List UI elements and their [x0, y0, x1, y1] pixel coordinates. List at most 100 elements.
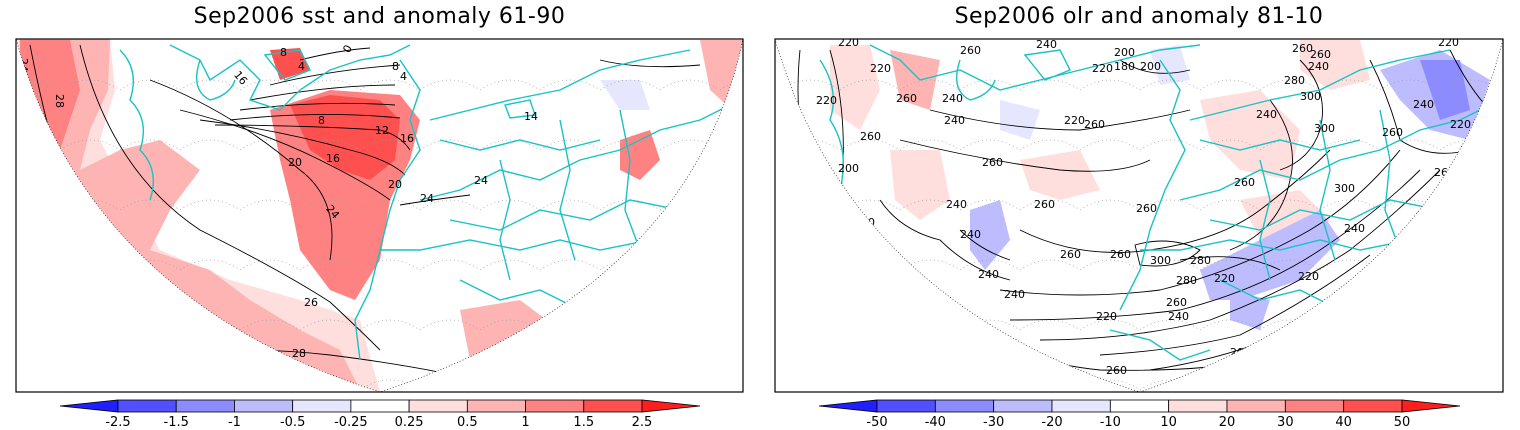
olr-colorbar-box	[993, 399, 1053, 413]
olr-contour-label: 220	[1096, 310, 1117, 323]
olr-contour-label: 240	[978, 268, 999, 281]
sst-coastlines	[119, 44, 741, 361]
olr-colorbar-tick-label: -50	[866, 415, 887, 430]
sst-colorbar-tick-label: 1.5	[573, 415, 594, 430]
sst-colorbar-tick-label: -1	[228, 415, 241, 430]
coastline	[504, 99, 536, 119]
olr-contour-line	[1179, 256, 1281, 271]
olr-contour-label: 220	[1092, 62, 1113, 75]
sst-contour-label: 16	[400, 132, 414, 145]
olr-contour-line	[1099, 254, 1371, 356]
olr-colorbar-lower-extend	[818, 399, 878, 413]
olr-colorbar-tick-label: -30	[983, 415, 1004, 430]
sst-colorbar-tick-label: 0.5	[457, 415, 478, 430]
coastline	[354, 59, 421, 361]
olr-colorbar-tick-label: 10	[1160, 415, 1177, 430]
olr-contour-label: 260	[1292, 42, 1313, 55]
olr-contour-label: 240	[1256, 108, 1277, 121]
sst-colorbar-tick-label: -1.5	[164, 415, 189, 430]
olr-contour-label: 240	[1004, 288, 1025, 301]
olr-colorbar-box	[934, 399, 995, 413]
sst-contour-line	[269, 64, 401, 86]
sst-contour-label: 28	[292, 347, 306, 360]
olr-colorbar-tick-label: 20	[1219, 415, 1236, 430]
olr-contour-label: 260	[960, 44, 981, 57]
olr-contour-label: 220	[1450, 118, 1471, 131]
coastline	[119, 49, 154, 201]
olr-contour-label: 180	[1114, 60, 1135, 73]
sst-contour-line	[149, 79, 333, 261]
coastline	[1109, 329, 1211, 361]
sst-colorbar-tick-label: -0.5	[280, 415, 305, 430]
sst-contour-line	[179, 109, 391, 201]
sst-contour-line	[399, 194, 471, 206]
olr-contour-line	[1119, 59, 1191, 74]
olr-colorbar-box	[1284, 399, 1345, 413]
sst-contour-label: 28	[53, 94, 66, 108]
olr-colorbar-box	[1226, 399, 1286, 413]
sst-contour-label: 20	[288, 156, 302, 169]
coastline	[196, 59, 236, 101]
coastline	[1179, 99, 1501, 201]
coastline	[419, 99, 741, 201]
olr-colorbar-box	[1168, 399, 1228, 413]
olr-colorbar-tick-label: -40	[925, 415, 946, 430]
olr-contour-label: 260	[1060, 248, 1081, 261]
sst-contour-label: 24	[474, 174, 488, 187]
olr-contour-label: 280	[1284, 74, 1305, 87]
olr-contour-line	[879, 199, 1011, 281]
olr-contour-label: 240	[1344, 222, 1365, 235]
coastline	[559, 119, 576, 261]
olr-colorbar: -50 -40 -30 -20 -10 10 20 30 40 50	[818, 399, 1461, 430]
sst-contour-label: 14	[524, 110, 538, 123]
coastline	[869, 44, 1201, 91]
olr-contour-line	[1019, 149, 1331, 253]
sst-contour-label: 26	[304, 296, 318, 309]
coastline	[1209, 199, 1441, 231]
coastline	[1319, 119, 1336, 261]
olr-contour-line	[1279, 59, 1323, 171]
olr-contour-label: 220	[838, 36, 859, 49]
olr-contour-label: 260	[982, 156, 1003, 169]
sst-colorbar-box	[292, 399, 352, 413]
olr-contour-label: 260	[896, 92, 917, 105]
coastline	[439, 139, 601, 151]
olr-contour-line	[899, 139, 1151, 172]
sst-contour-line	[79, 44, 381, 351]
sst-colorbar-lower-extend	[59, 399, 119, 413]
sst-contour-label: 16	[326, 152, 340, 165]
olr-contour-label: 300	[1300, 90, 1321, 103]
olr-contour-label: 280	[1190, 254, 1211, 267]
olr-contour-label: 260	[1084, 118, 1105, 131]
olr-contour-label: 260	[1106, 364, 1127, 377]
sst-colorbar-upper-extend	[641, 399, 701, 413]
sst-contour-line	[249, 84, 396, 101]
olr-contour-label: 300	[1314, 122, 1335, 135]
sst-colorbar-box	[583, 399, 643, 413]
sst-contour-line	[214, 124, 411, 151]
olr-colorbar-tick-label: 30	[1277, 415, 1294, 430]
sst-map: 24 28 16 8 4 0 8 4 8 12 16 20 16 20 24 2…	[15, 38, 744, 393]
olr-contour-line	[1039, 169, 1441, 341]
olr-contour-line	[999, 149, 1401, 296]
coastline	[449, 199, 681, 231]
olr-contour-label: 300	[1334, 182, 1355, 195]
olr-contour-label: 240	[960, 228, 981, 241]
sst-colorbar-tick-label: -2.5	[105, 415, 130, 430]
sst-contour-labels: 24 28 16 8 4 0 8 4 8 12 16 20 16 20 24 2…	[17, 43, 538, 360]
olr-contour-label: 240	[1308, 60, 1329, 73]
olr-contour-label: 260	[1136, 202, 1157, 215]
coastline	[1119, 59, 1186, 311]
olr-contour-label: 220	[1064, 114, 1085, 127]
sst-contour-label: 8	[318, 114, 325, 127]
left-panel-title: Sep2006 sst and anomaly 61-90	[193, 4, 566, 29]
olr-contour-line	[929, 109, 1191, 131]
olr-contour-label: 260	[1166, 296, 1187, 309]
olr-colorbar-box	[1343, 399, 1403, 413]
olr-contour-label: 200	[1140, 60, 1161, 73]
coastline	[1259, 159, 1271, 281]
olr-contour-label: 240	[942, 92, 963, 105]
sst-map-frame	[15, 38, 744, 393]
olr-contour-label: 300	[1150, 254, 1171, 267]
right-panel-title: Sep2006 olr and anomaly 81-10	[954, 4, 1324, 29]
